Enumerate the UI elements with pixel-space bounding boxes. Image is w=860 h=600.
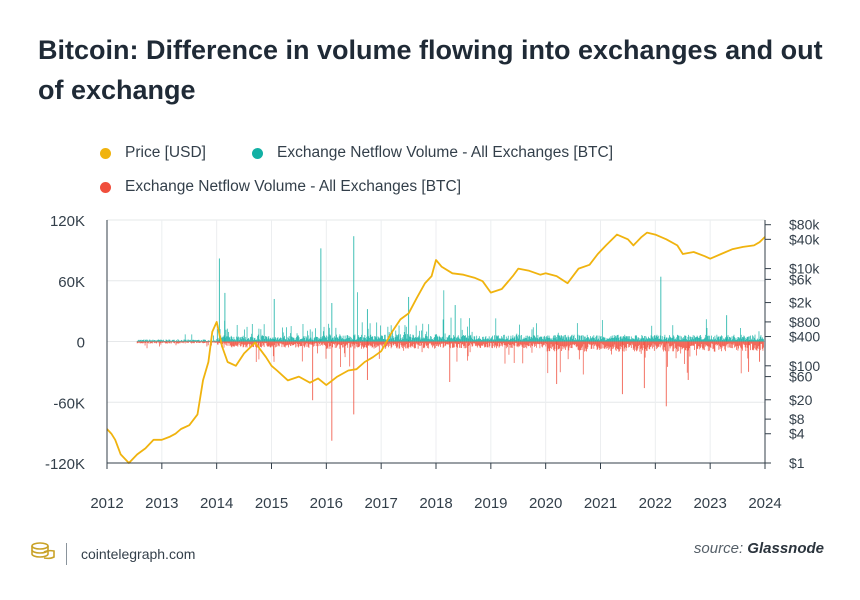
x-axis-tick-label: 2012 xyxy=(90,495,123,512)
legend-label-netflow-positive: Exchange Netflow Volume - All Exchanges … xyxy=(277,144,613,161)
legend-swatch-price xyxy=(100,147,111,159)
x-axis-tick-label: 2019 xyxy=(474,495,507,512)
x-axis-tick-label: 2013 xyxy=(145,495,178,512)
netflow-inflow-series xyxy=(136,236,764,342)
legend-item-price[interactable]: Price [USD] xyxy=(100,144,206,162)
right-axis-tick-label: $800 xyxy=(789,314,820,330)
brand-footer: cointelegraph.com xyxy=(30,540,195,567)
legend-swatch-netflow-negative xyxy=(100,181,111,193)
source-prefix: source: xyxy=(693,540,744,557)
x-axis-tick-label: 2020 xyxy=(529,495,562,512)
source-credit: source: Glassnode xyxy=(694,540,824,557)
legend-label-netflow-negative: Exchange Netflow Volume - All Exchanges … xyxy=(125,178,461,195)
left-axis-tick-label: 60K xyxy=(58,274,85,291)
footer-separator xyxy=(66,542,67,565)
x-axis-tick-label: 2014 xyxy=(200,495,233,512)
right-axis-tick-label: $80k xyxy=(789,217,820,233)
right-axis-tick-label: $8 xyxy=(789,411,805,427)
right-axis-tick-label: $2k xyxy=(789,295,813,311)
legend-item-netflow-negative[interactable]: Exchange Netflow Volume - All Exchanges … xyxy=(100,178,461,196)
left-axis-tick-label: 0 xyxy=(77,335,85,352)
right-axis-tick-label: $6k xyxy=(789,271,813,287)
legend-swatch-netflow-positive xyxy=(252,147,263,159)
legend-label-price: Price [USD] xyxy=(125,144,206,161)
netflow-outflow-series xyxy=(136,341,764,441)
right-axis-tick-label: $60 xyxy=(789,369,813,385)
legend-item-netflow-positive[interactable]: Exchange Netflow Volume - All Exchanges … xyxy=(252,144,613,162)
x-axis-tick-label: 2017 xyxy=(364,495,397,512)
right-axis-tick-label: $4 xyxy=(789,426,805,442)
x-axis-tick-label: 2015 xyxy=(255,495,288,512)
brand-link[interactable]: cointelegraph.com xyxy=(81,545,196,562)
x-axis-tick-label: 2023 xyxy=(693,495,726,512)
x-axis-tick-label: 2022 xyxy=(639,495,672,512)
right-axis-tick-label: $100 xyxy=(789,358,820,374)
right-axis-tick-label: $10k xyxy=(789,261,820,277)
netflow-bars xyxy=(136,236,764,441)
x-axis-tick-label: 2024 xyxy=(748,495,781,512)
right-axis-tick-label: $400 xyxy=(789,329,820,345)
price-line-group xyxy=(106,231,766,464)
right-axis-tick-label: $20 xyxy=(789,392,813,408)
price-line xyxy=(106,231,766,464)
left-axis-tick-label: -60K xyxy=(53,395,85,412)
left-axis-tick-label: 120K xyxy=(50,213,85,230)
cointelegraph-logo-icon xyxy=(30,540,56,567)
chart-axes: 120K 60K 0 -60K -120K 2012 2013 2014 2015 2016 201… xyxy=(45,213,820,512)
chart-title: Bitcoin: Difference in volume flowing in… xyxy=(38,35,823,105)
left-axis-tick-label: -120K xyxy=(45,456,85,473)
x-axis-tick-label: 2016 xyxy=(310,495,343,512)
x-axis-tick-label: 2018 xyxy=(419,495,452,512)
right-axis-tick-label: $40k xyxy=(789,231,820,247)
x-axis-tick-label: 2021 xyxy=(584,495,617,512)
right-axis-tick-label: $1 xyxy=(789,455,805,471)
source-name: Glassnode xyxy=(747,540,824,557)
